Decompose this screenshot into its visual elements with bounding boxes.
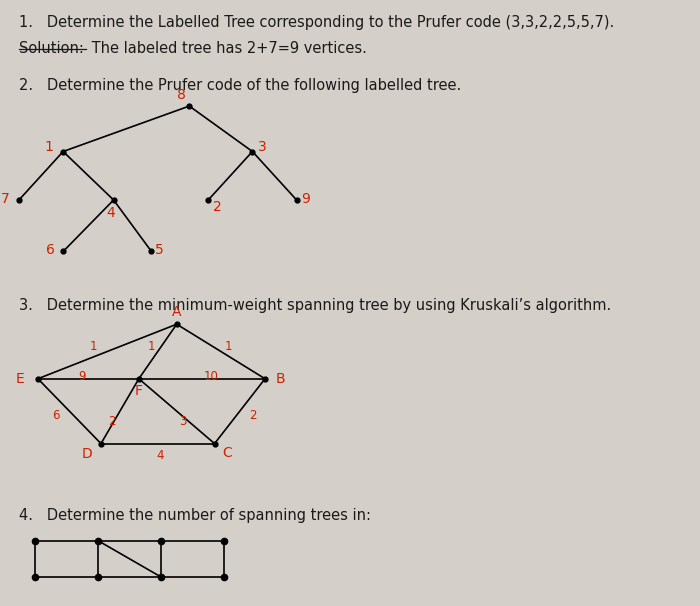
- Text: 9: 9: [302, 191, 311, 206]
- Text: F: F: [135, 384, 143, 398]
- Text: 8: 8: [177, 88, 186, 102]
- Text: 1.   Determine the Labelled Tree corresponding to the Prufer code (3,3,2,2,5,5,7: 1. Determine the Labelled Tree correspon…: [19, 15, 614, 30]
- Text: A: A: [172, 305, 181, 319]
- Text: 3: 3: [258, 139, 266, 154]
- Text: 1: 1: [225, 340, 232, 353]
- Text: Solution:: Solution:: [19, 41, 84, 56]
- Text: 1: 1: [90, 340, 97, 353]
- Text: 1: 1: [148, 340, 155, 353]
- Text: 2.   Determine the Prufer code of the following labelled tree.: 2. Determine the Prufer code of the foll…: [19, 78, 461, 93]
- Text: D: D: [82, 447, 92, 462]
- Text: 2: 2: [214, 200, 222, 215]
- Text: 3.   Determine the minimum-weight spanning tree by using Kruskali’s algorithm.: 3. Determine the minimum-weight spanning…: [19, 298, 611, 313]
- Text: 4: 4: [106, 206, 115, 221]
- Text: 6: 6: [52, 408, 60, 422]
- Text: 4.   Determine the number of spanning trees in:: 4. Determine the number of spanning tree…: [19, 508, 371, 523]
- Text: B: B: [276, 371, 286, 386]
- Text: 6: 6: [46, 243, 55, 258]
- Text: 9: 9: [78, 370, 86, 384]
- Text: 1: 1: [45, 139, 54, 154]
- Text: 4: 4: [156, 449, 163, 462]
- Text: 2: 2: [248, 408, 256, 422]
- Text: 3: 3: [179, 415, 187, 428]
- Text: 2: 2: [108, 415, 116, 428]
- Text: C: C: [223, 446, 232, 461]
- Text: E: E: [16, 371, 25, 386]
- Text: 7: 7: [1, 191, 10, 206]
- Text: 5: 5: [155, 243, 163, 258]
- Text: The labeled tree has 2+7=9 vertices.: The labeled tree has 2+7=9 vertices.: [87, 41, 367, 56]
- Text: 10: 10: [204, 370, 219, 384]
